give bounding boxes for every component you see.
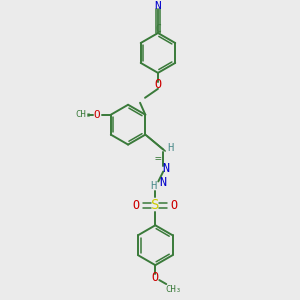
Text: CH₃: CH₃ — [75, 110, 91, 119]
Text: S: S — [151, 198, 160, 212]
Text: O: O — [94, 110, 100, 120]
Text: H: H — [167, 142, 173, 153]
Text: O: O — [133, 199, 140, 212]
Text: CH₃: CH₃ — [165, 284, 181, 293]
Text: N: N — [160, 176, 167, 189]
Text: N: N — [154, 1, 161, 11]
Text: C: C — [155, 24, 161, 34]
Text: H: H — [150, 182, 156, 191]
Text: N: N — [163, 162, 170, 175]
Text: O: O — [171, 199, 178, 212]
Text: O: O — [152, 271, 159, 284]
Text: O: O — [154, 78, 161, 91]
Text: =: = — [155, 154, 162, 164]
